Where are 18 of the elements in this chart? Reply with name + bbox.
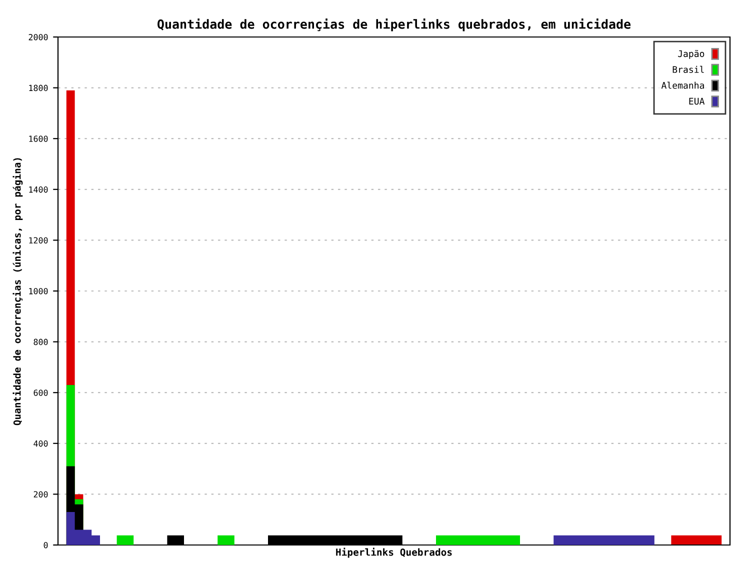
- y-tick-label: 2000: [28, 34, 48, 40]
- y-tick-label: 200: [34, 491, 48, 498]
- y-tick-label: 1000: [29, 288, 48, 294]
- chart-title: Quantidade de ocorrençias de hiperlinks quebrados, em unicidade: [158, 18, 631, 32]
- y-tick-label: 1200: [29, 237, 48, 244]
- legend-label: Brasil: [672, 66, 704, 73]
- y-tick-label: 800: [34, 338, 48, 346]
- legend-label: Japão: [678, 50, 704, 59]
- y-tick-label: 1400: [29, 186, 48, 193]
- y-tick-label: 1600: [29, 136, 48, 142]
- y-axis-title: Quantidade de ocorrençias (únicas, por página): [12, 158, 23, 426]
- y-tick-label: 1800: [29, 84, 48, 92]
- legend-label: Alemanha: [661, 82, 704, 89]
- x-axis-title: Hiperlinks Quebrados: [336, 548, 452, 558]
- y-tick-label: 600: [34, 390, 48, 396]
- y-tick-label: 0: [44, 542, 48, 548]
- legend-label: EUA: [689, 98, 705, 105]
- y-tick-label: 400: [34, 440, 48, 447]
